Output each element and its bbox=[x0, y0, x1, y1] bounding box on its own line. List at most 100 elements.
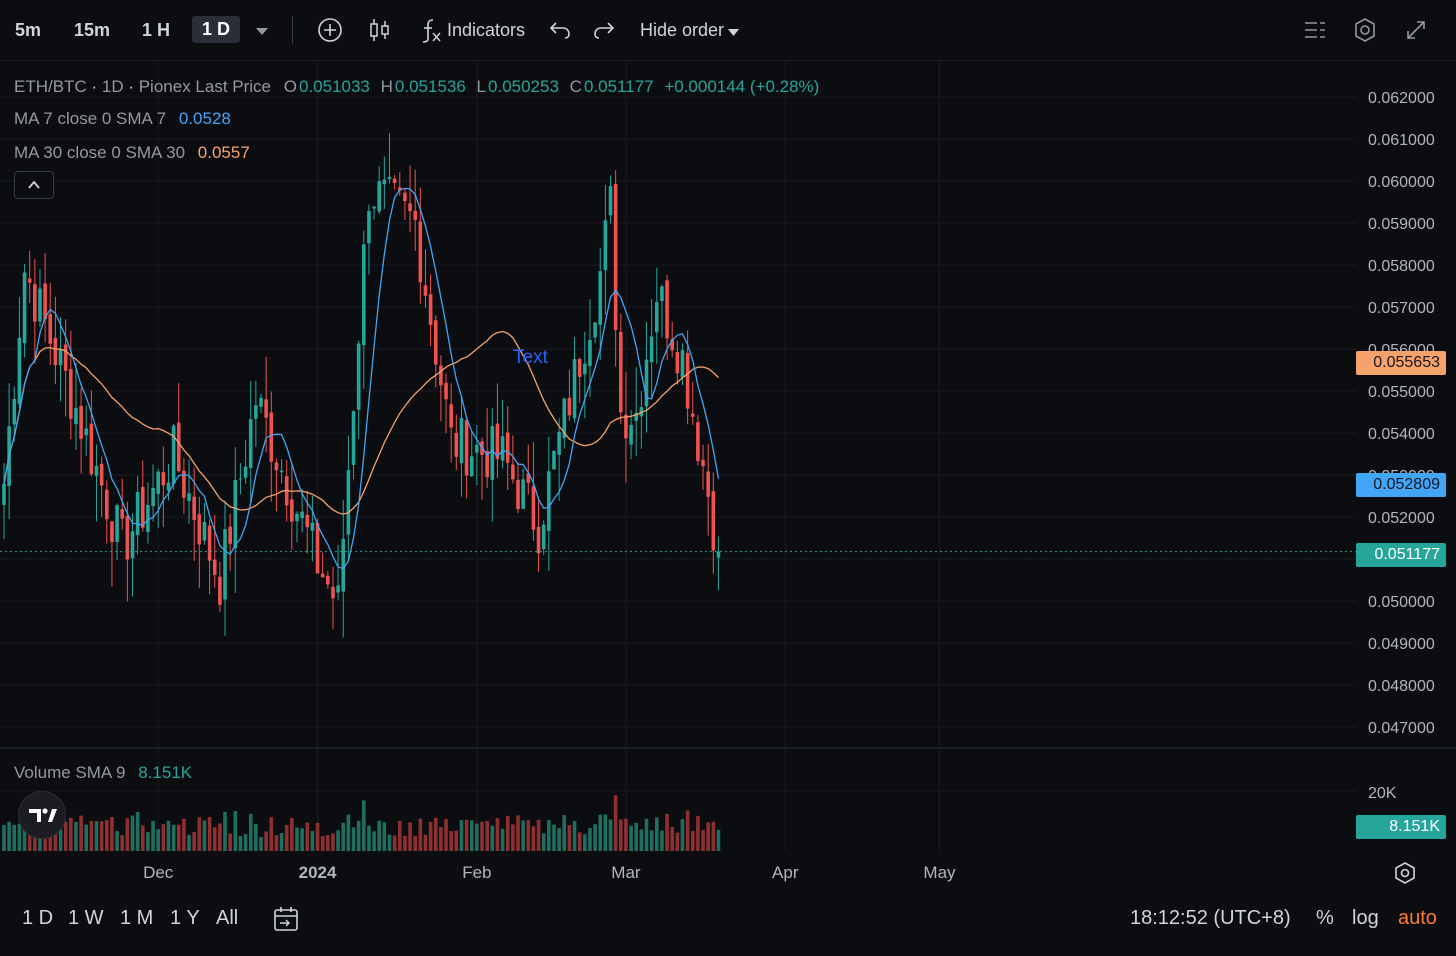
volume-bar bbox=[583, 834, 587, 851]
range-1m-button[interactable]: 1 M bbox=[120, 907, 154, 929]
candle-body bbox=[53, 337, 58, 366]
volume-bar bbox=[346, 814, 351, 851]
volume-bar bbox=[135, 812, 140, 851]
price-axis: 0.062000 0.061000 0.060000 0.059000 0.058000… bbox=[1368, 90, 1435, 737]
candle-body bbox=[218, 576, 222, 605]
candle-body bbox=[79, 405, 83, 439]
last-price-tag: 0.051177 bbox=[1356, 543, 1446, 567]
tradingview-logo[interactable] bbox=[18, 791, 66, 839]
candle-body bbox=[403, 192, 407, 201]
undo-icon[interactable] bbox=[548, 19, 572, 46]
percent-scale-toggle[interactable]: % bbox=[1316, 907, 1334, 929]
price-chart[interactable]: 0.062000 0.061000 0.060000 0.059000 0.058000… bbox=[0, 61, 1456, 887]
chevron-down-icon[interactable] bbox=[255, 24, 269, 42]
volume-bar bbox=[387, 834, 392, 851]
time-axis-label: Apr bbox=[772, 863, 799, 882]
price-axis-label: 0.062000 bbox=[1368, 90, 1435, 107]
candle-body bbox=[423, 285, 428, 296]
candle-body bbox=[151, 488, 155, 507]
interval-15m-button[interactable]: 15m bbox=[74, 20, 111, 40]
price-axis-label: 0.048000 bbox=[1368, 678, 1435, 695]
ma7-label: MA 7 close 0 SMA 7 bbox=[14, 109, 167, 128]
range-all-button[interactable]: All bbox=[216, 907, 239, 929]
ohlc-high-value: 0.051536 bbox=[394, 77, 466, 96]
volume-bar bbox=[649, 830, 654, 851]
collapse-legend-button[interactable] bbox=[14, 171, 54, 199]
indicators-button[interactable]: Indicators bbox=[447, 20, 526, 40]
volume-bar bbox=[12, 824, 17, 851]
volume-bar bbox=[310, 830, 315, 851]
interval-5m-button[interactable]: 5m bbox=[15, 20, 42, 40]
interval-1h-button[interactable]: 1 H bbox=[142, 20, 171, 40]
volume-bar bbox=[444, 818, 448, 851]
calendar-goto-icon[interactable] bbox=[272, 905, 300, 938]
volume-bar bbox=[423, 834, 428, 851]
range-1w-button[interactable]: 1 W bbox=[68, 907, 104, 929]
gear-icon[interactable] bbox=[1353, 17, 1377, 48]
volume-bar bbox=[603, 814, 608, 851]
annotation-text[interactable]: Text bbox=[513, 347, 549, 368]
ma30-legend[interactable]: MA 30 close 0 SMA 30 0.0557 bbox=[14, 143, 250, 163]
log-scale-toggle[interactable]: log bbox=[1352, 907, 1379, 929]
candles-icon[interactable] bbox=[368, 17, 392, 48]
volume-bar bbox=[675, 832, 680, 851]
candle-body bbox=[295, 513, 299, 522]
list-settings-icon[interactable] bbox=[1304, 20, 1326, 45]
volume-bar bbox=[99, 821, 104, 851]
function-fx-icon[interactable] bbox=[419, 17, 443, 48]
ma7-legend[interactable]: MA 7 close 0 SMA 7 0.0528 bbox=[14, 109, 231, 129]
symbol-name[interactable]: ETH/BTC bbox=[14, 77, 87, 96]
candle-body bbox=[202, 521, 207, 541]
candle-body bbox=[336, 585, 340, 593]
candle-body bbox=[300, 511, 304, 519]
volume-bar bbox=[69, 817, 73, 851]
volume-bar bbox=[490, 825, 495, 851]
chart-area[interactable]: 0.062000 0.061000 0.060000 0.059000 0.058000… bbox=[0, 61, 1456, 887]
volume-legend[interactable]: Volume SMA 9 8.151K bbox=[14, 763, 192, 783]
volume-bar bbox=[295, 827, 299, 851]
volume-bar bbox=[22, 821, 27, 851]
clock-timezone[interactable]: 18:12:52 (UTC+8) bbox=[1130, 907, 1291, 929]
candle-body bbox=[439, 365, 443, 386]
volume-bar bbox=[238, 836, 243, 851]
candle-body bbox=[135, 491, 140, 536]
volume-bar bbox=[274, 835, 279, 851]
fullscreen-icon[interactable] bbox=[1405, 19, 1427, 46]
volume-bar bbox=[259, 837, 263, 851]
candle-body bbox=[38, 288, 42, 322]
time-axis: Dec 2024 Feb Mar Apr May bbox=[143, 863, 956, 882]
candle-body bbox=[89, 423, 94, 475]
volume-bar bbox=[105, 819, 109, 851]
volume-bars bbox=[2, 795, 721, 851]
candle-body bbox=[588, 339, 592, 367]
caret-down-icon[interactable] bbox=[727, 25, 740, 43]
range-1y-button[interactable]: 1 Y bbox=[170, 907, 200, 929]
candle-body bbox=[593, 322, 597, 338]
time-axis-label: 2024 bbox=[299, 863, 337, 882]
candle-body bbox=[660, 286, 664, 301]
candle-body bbox=[557, 431, 561, 455]
interval-1d-button[interactable]: 1 D bbox=[192, 16, 241, 43]
volume-bar bbox=[161, 824, 166, 851]
price-change: +0.000144 (+0.28%) bbox=[664, 77, 820, 96]
tv-logo-icon bbox=[29, 808, 57, 822]
range-1d-button[interactable]: 1 D bbox=[22, 907, 54, 929]
price-axis-label: 0.049000 bbox=[1368, 636, 1435, 653]
volume-bar bbox=[79, 815, 83, 851]
grid-lines bbox=[0, 61, 1356, 851]
volume-bar bbox=[598, 814, 603, 851]
hide-order-button[interactable]: Hide order bbox=[640, 20, 725, 40]
add-plus-icon[interactable] bbox=[317, 17, 343, 48]
auto-scale-toggle[interactable]: auto bbox=[1398, 907, 1437, 929]
volume-bar bbox=[192, 831, 196, 851]
candle-body bbox=[274, 462, 279, 471]
candle-body bbox=[320, 573, 325, 578]
volume-bar bbox=[94, 821, 99, 851]
candle-body bbox=[449, 404, 453, 428]
volume-bar bbox=[716, 829, 721, 851]
redo-icon[interactable] bbox=[592, 19, 616, 46]
ohlc-open-label: O bbox=[283, 77, 297, 96]
volume-bar bbox=[408, 822, 412, 851]
volume-bar bbox=[382, 822, 387, 851]
candle-body bbox=[356, 343, 361, 410]
